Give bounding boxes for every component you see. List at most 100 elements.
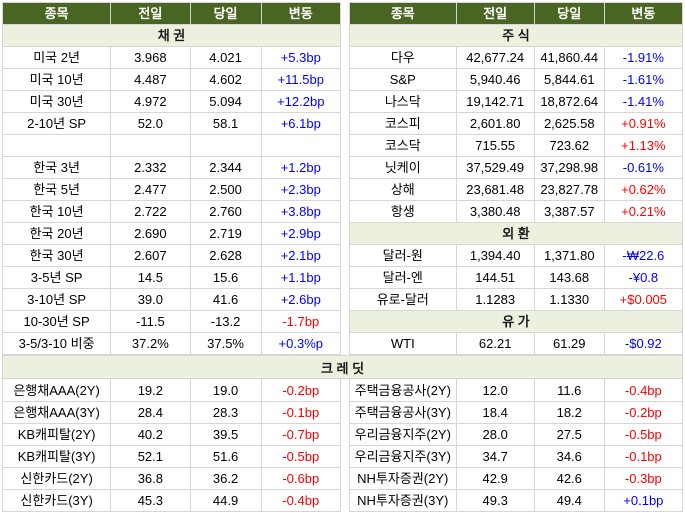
prev-value-cell: 19.2 [111, 379, 191, 402]
current-value-cell: 51.6 [190, 445, 262, 468]
table-row: 미국 30년 4.972 5.094 +12.2bp [3, 91, 341, 114]
change-value-cell: +0.62% [604, 179, 683, 202]
change-value-cell: -$0.92 [604, 333, 683, 356]
current-value-cell: 18.2 [534, 401, 605, 424]
instrument-name-cell: 미국 30년 [3, 91, 112, 114]
table-row: 우리금융지주(3Y) 34.7 34.6 -0.1bp [350, 445, 683, 468]
change-value-cell: -0.7bp [261, 423, 341, 446]
current-value-cell: 39.5 [190, 423, 262, 446]
prev-value-cell: 2.722 [111, 201, 191, 224]
change-value-cell: -0.5bp [261, 445, 341, 468]
change-value-cell: -1.61% [604, 69, 683, 92]
credit-band: 은행채AAA(2Y) 19.2 19.0 -0.2bp 은행채AAA(3Y) 28.4 28… [2, 379, 683, 512]
change-value-cell: -1.91% [604, 47, 683, 70]
credit-section-label: 크 레 딧 [320, 360, 365, 376]
change-value-cell: +2.9bp [261, 223, 341, 246]
instrument-name-cell: KB캐피탈(3Y) [3, 445, 112, 468]
table-row: 한국 30년 2.607 2.628 +2.1bp [3, 245, 341, 268]
table-row: 2-10년 SP 52.0 58.1 +6.1bp [3, 113, 341, 136]
current-value-cell: 2.500 [190, 179, 262, 202]
change-value-cell: -0.2bp [604, 401, 683, 424]
change-value-cell: +2.6bp [261, 289, 341, 312]
instrument-name-cell: 달러-원 [350, 245, 457, 268]
current-value-cell: 28.3 [190, 401, 262, 424]
change-value-cell: +2.3bp [261, 179, 341, 202]
table-separator [341, 2, 349, 356]
instrument-name-cell: 닛케이 [350, 157, 457, 180]
current-value-cell: 2.344 [190, 157, 262, 180]
instrument-name-cell: 우리금융지주(3Y) [350, 445, 457, 468]
change-value-cell: -0.1bp [604, 445, 683, 468]
table-row: 10-30년 SP -11.5 -13.2 -1.7bp [3, 311, 341, 334]
instrument-name-cell: 미국 10년 [3, 69, 112, 92]
prev-value-cell: 4.487 [111, 69, 191, 92]
column-header: 전일 [456, 3, 535, 26]
prev-value-cell: 36.8 [111, 467, 191, 490]
section-label: 유 가 [350, 311, 683, 334]
section-header-row: 유 가 [350, 311, 683, 334]
instrument-name-cell: 주택금융공사(2Y) [350, 379, 457, 402]
equity-fx-table: 종목 전일 당일 변동 주 식 다우 42,677.24 41,860.44 -1.91% S&P… [349, 2, 683, 356]
prev-value-cell: 12.0 [456, 379, 535, 402]
table-row: 유로-달러 1.1283 1.1330 +$0.005 [350, 289, 683, 312]
instrument-name-cell: 우리금융지주(2Y) [350, 423, 457, 446]
prev-value-cell: 52.0 [111, 113, 191, 136]
table-separator [341, 379, 349, 512]
prev-value-cell: 28.4 [111, 401, 191, 424]
prev-value-cell: 1.1283 [456, 289, 535, 312]
current-value-cell: 18,872.64 [534, 91, 605, 114]
table-row: 3-5년 SP 14.5 15.6 +1.1bp [3, 267, 341, 290]
change-value-cell: +2.1bp [261, 245, 341, 268]
column-header: 변동 [604, 3, 683, 26]
current-value-cell: 4.021 [190, 47, 262, 70]
instrument-name-cell: 달러-엔 [350, 267, 457, 290]
table-row: 우리금융지주(2Y) 28.0 27.5 -0.5bp [350, 423, 683, 446]
change-value-cell: -0.4bp [261, 489, 341, 512]
prev-value-cell: 144.51 [456, 267, 535, 290]
prev-value-cell: 37.2% [111, 333, 191, 356]
current-value-cell: 27.5 [534, 423, 605, 446]
blank-row [3, 135, 341, 158]
current-value-cell: 23,827.78 [534, 179, 605, 202]
current-value-cell: 143.68 [534, 267, 605, 290]
prev-value-cell: 14.5 [111, 267, 191, 290]
table-row: 주택금융공사(2Y) 12.0 11.6 -0.4bp [350, 379, 683, 402]
current-value-cell: 1,371.80 [534, 245, 605, 268]
current-value-cell: 36.2 [190, 467, 262, 490]
bond-table: 종목 전일 당일 변동 채 권 미국 2년 3.968 4.021 +5.3bp 미국 10년 4.… [2, 2, 341, 356]
current-value-cell: 15.6 [190, 267, 262, 290]
current-value-cell: 19.0 [190, 379, 262, 402]
empty-cell [3, 135, 112, 158]
table-row: 코스피 2,601.80 2,625.58 +0.91% [350, 113, 683, 136]
instrument-name-cell: 신한카드(2Y) [3, 467, 112, 490]
table-row: 미국 10년 4.487 4.602 +11.5bp [3, 69, 341, 92]
current-value-cell: 2.719 [190, 223, 262, 246]
table-row: 나스닥 19,142.71 18,872.64 -1.41% [350, 91, 683, 114]
current-value-cell: 61.29 [534, 333, 605, 356]
instrument-name-cell: 3-5/3-10 비중 [3, 333, 112, 356]
table-row: 항생 3,380.48 3,387.57 +0.21% [350, 201, 683, 224]
current-value-cell: 41.6 [190, 289, 262, 312]
prev-value-cell: 42.9 [456, 467, 535, 490]
instrument-name-cell: 3-10년 SP [3, 289, 112, 312]
current-value-cell: 11.6 [534, 379, 605, 402]
prev-value-cell: 49.3 [456, 489, 535, 512]
current-value-cell: 44.9 [190, 489, 262, 512]
instrument-name-cell: 유로-달러 [350, 289, 457, 312]
current-value-cell: 2,625.58 [534, 113, 605, 136]
table-row: NH투자증권(3Y) 49.3 49.4 +0.1bp [350, 489, 683, 512]
table-row: 한국 10년 2.722 2.760 +3.8bp [3, 201, 341, 224]
prev-value-cell: 4.972 [111, 91, 191, 114]
current-value-cell: 37,298.98 [534, 157, 605, 180]
section-label: 주 식 [350, 25, 683, 48]
current-value-cell: 58.1 [190, 113, 262, 136]
prev-value-cell: 3.968 [111, 47, 191, 70]
instrument-name-cell: 코스닥 [350, 135, 457, 158]
change-value-cell: +1.2bp [261, 157, 341, 180]
change-value-cell: -0.4bp [604, 379, 683, 402]
instrument-name-cell: 은행채AAA(2Y) [3, 379, 112, 402]
table-row: 닛케이 37,529.49 37,298.98 -0.61% [350, 157, 683, 180]
instrument-name-cell: 주택금융공사(3Y) [350, 401, 457, 424]
prev-value-cell: -11.5 [111, 311, 191, 334]
current-value-cell: 723.62 [534, 135, 605, 158]
